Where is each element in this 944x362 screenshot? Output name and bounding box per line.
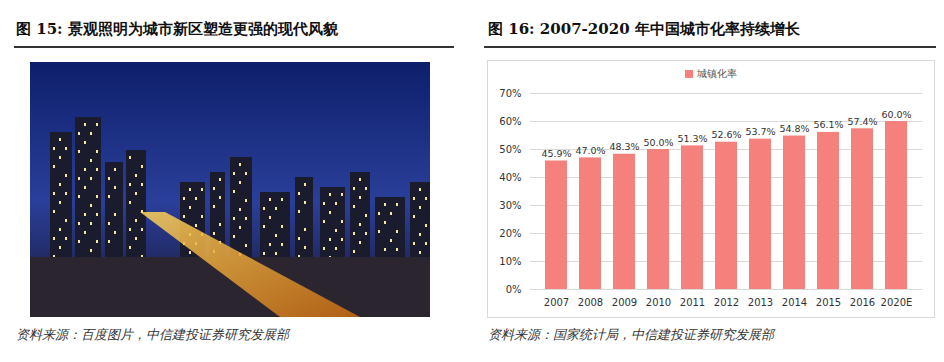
html-text:资料来源：百度图片，中信建投证券研究发展部: 资料来源：百度图片，中信建投证券研究发展部 <box>16 327 289 342</box>
svg-text:51.3%: 51.3% <box>677 133 707 144</box>
svg-text:48.3%: 48.3% <box>609 141 639 152</box>
svg-text:40%: 40% <box>499 172 521 183</box>
svg-text:57.4%: 57.4% <box>847 116 877 127</box>
svg-text:30%: 30% <box>499 200 521 211</box>
svg-text:2010: 2010 <box>646 297 671 308</box>
svg-text:2016: 2016 <box>850 297 875 308</box>
svg-text:2013: 2013 <box>748 297 773 308</box>
svg-text:2020E: 2020E <box>881 297 913 308</box>
svg-text:45.9%: 45.9% <box>541 148 571 159</box>
svg-text:60.0%: 60.0% <box>881 109 911 120</box>
svg-text:2012: 2012 <box>714 297 739 308</box>
svg-text:0%: 0% <box>506 284 522 295</box>
svg-text:2011: 2011 <box>680 297 705 308</box>
svg-text:50%: 50% <box>499 144 521 155</box>
svg-text:60%: 60% <box>499 116 521 127</box>
html-text:资料来源：国家统计局，中信建投证券研究发展部: 资料来源：国家统计局，中信建投证券研究发展部 <box>488 327 774 342</box>
svg-text:70%: 70% <box>499 88 521 99</box>
svg-text:2008: 2008 <box>578 297 603 308</box>
svg-text:50.0%: 50.0% <box>643 137 673 148</box>
html-text:城镇化率: 城镇化率 <box>697 68 737 79</box>
svg-text:47.0%: 47.0% <box>575 145 605 156</box>
svg-text:54.8%: 54.8% <box>779 123 809 134</box>
svg-text:10%: 10% <box>499 256 521 267</box>
svg-text:2009: 2009 <box>612 297 637 308</box>
svg-text:2015: 2015 <box>816 297 841 308</box>
svg-text:52.6%: 52.6% <box>711 129 741 140</box>
svg-text:53.7%: 53.7% <box>745 126 775 137</box>
html-text:图 15: 景观照明为城市新区塑造更强的现代风貌: 图 15: 景观照明为城市新区塑造更强的现代风貌 <box>16 20 338 38</box>
svg-text:2014: 2014 <box>782 297 807 308</box>
svg-text:56.1%: 56.1% <box>813 119 843 130</box>
html-text:图 16: 2007-2020 年中国城市化率持续增长: 图 16: 2007-2020 年中国城市化率持续增长 <box>488 20 800 38</box>
svg-text:20%: 20% <box>499 228 521 239</box>
svg-text:2007: 2007 <box>544 297 569 308</box>
